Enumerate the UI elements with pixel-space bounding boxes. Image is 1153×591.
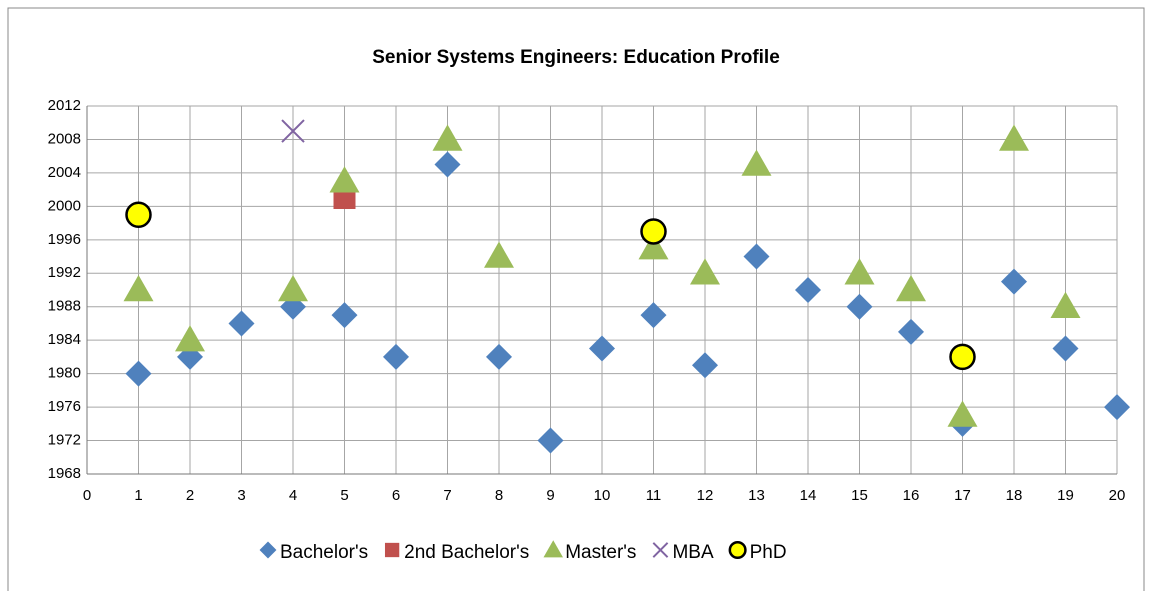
x-tick-label: 8 — [495, 487, 503, 504]
diamond-marker — [486, 343, 512, 370]
triangle-marker — [175, 325, 205, 352]
y-tick-label: 1976 — [48, 398, 81, 415]
triangle-marker — [741, 149, 772, 176]
x-tick-label: 1 — [134, 487, 142, 504]
triangle-marker — [543, 540, 563, 558]
triangle-marker — [432, 124, 463, 151]
x-tick-label: 16 — [903, 487, 920, 504]
diamond-marker — [434, 151, 461, 178]
x-tick-label: 12 — [697, 487, 714, 504]
triangle-marker — [844, 258, 875, 285]
triangle-marker — [123, 275, 154, 302]
x-tick-label: 11 — [646, 487, 662, 504]
square-marker — [384, 542, 400, 558]
diamond-marker — [898, 318, 924, 345]
x-marker — [652, 542, 669, 558]
x-tick-label: 3 — [237, 487, 245, 504]
diamond-marker — [1104, 394, 1130, 421]
diamond-marker — [846, 293, 873, 320]
circle-marker — [728, 540, 747, 560]
x-marker — [281, 119, 305, 143]
x-tick-label: 0 — [83, 487, 91, 504]
y-tick-label: 1968 — [48, 465, 81, 482]
y-tick-label: 2004 — [48, 164, 81, 181]
circle-marker — [949, 343, 976, 371]
diamond-marker — [537, 427, 564, 454]
y-tick-label: 1988 — [48, 298, 81, 315]
diamond-marker — [743, 243, 770, 270]
x-tick-label: 2 — [186, 487, 194, 504]
y-tick-label: 2012 — [48, 97, 81, 114]
diamond-marker — [228, 310, 255, 337]
legend-text: Master's — [565, 542, 636, 563]
x-tick-label: 20 — [1109, 487, 1126, 504]
diamond-marker — [589, 335, 615, 362]
x-tick-label: 19 — [1057, 487, 1074, 504]
diamond-marker — [1052, 335, 1079, 362]
y-tick-label: 1980 — [48, 365, 81, 382]
diamond-marker — [383, 343, 409, 370]
diamond-marker — [125, 360, 152, 387]
y-tick-label: 1984 — [48, 331, 81, 348]
legend-text: Bachelor's — [280, 542, 368, 563]
chart-title: Senior Systems Engineers: Education Prof… — [372, 47, 780, 68]
triangle-marker — [690, 258, 720, 285]
diamond-marker — [795, 277, 821, 303]
diamond-marker — [640, 302, 667, 329]
diamond-marker — [259, 541, 277, 559]
x-tick-label: 9 — [546, 487, 554, 504]
chart-frame — [7, 7, 1145, 591]
triangle-marker — [896, 275, 926, 302]
x-tick-label: 10 — [594, 487, 611, 504]
triangle-marker — [947, 400, 978, 427]
y-tick-label: 1996 — [48, 231, 81, 248]
legend-text: 2nd Bachelor's — [404, 542, 529, 563]
triangle-marker — [278, 275, 308, 302]
x-tick-label: 13 — [748, 487, 765, 504]
diamond-marker — [331, 302, 358, 329]
circle-marker — [640, 218, 667, 245]
triangle-marker — [999, 124, 1029, 151]
y-tick-label: 2008 — [48, 130, 81, 147]
diamond-marker — [692, 352, 718, 379]
x-tick-label: 7 — [443, 487, 451, 504]
x-tick-label: 18 — [1006, 487, 1023, 504]
circle-marker — [125, 201, 152, 228]
triangle-marker — [329, 166, 360, 193]
x-tick-label: 6 — [392, 487, 400, 504]
y-tick-label: 1992 — [48, 264, 81, 281]
x-tick-label: 15 — [851, 487, 868, 504]
y-tick-label: 1972 — [48, 432, 81, 449]
x-tick-label: 14 — [800, 487, 817, 504]
legend-text: MBA — [672, 542, 714, 563]
triangle-marker — [638, 233, 669, 260]
triangle-marker — [484, 241, 514, 268]
x-tick-label: 5 — [340, 487, 348, 504]
x-tick-label: 17 — [954, 487, 971, 504]
diamond-marker — [1001, 268, 1027, 295]
legend-text: PhD — [750, 542, 787, 563]
y-tick-label: 2000 — [48, 197, 81, 214]
triangle-marker — [1050, 291, 1081, 318]
x-tick-label: 4 — [289, 487, 297, 504]
